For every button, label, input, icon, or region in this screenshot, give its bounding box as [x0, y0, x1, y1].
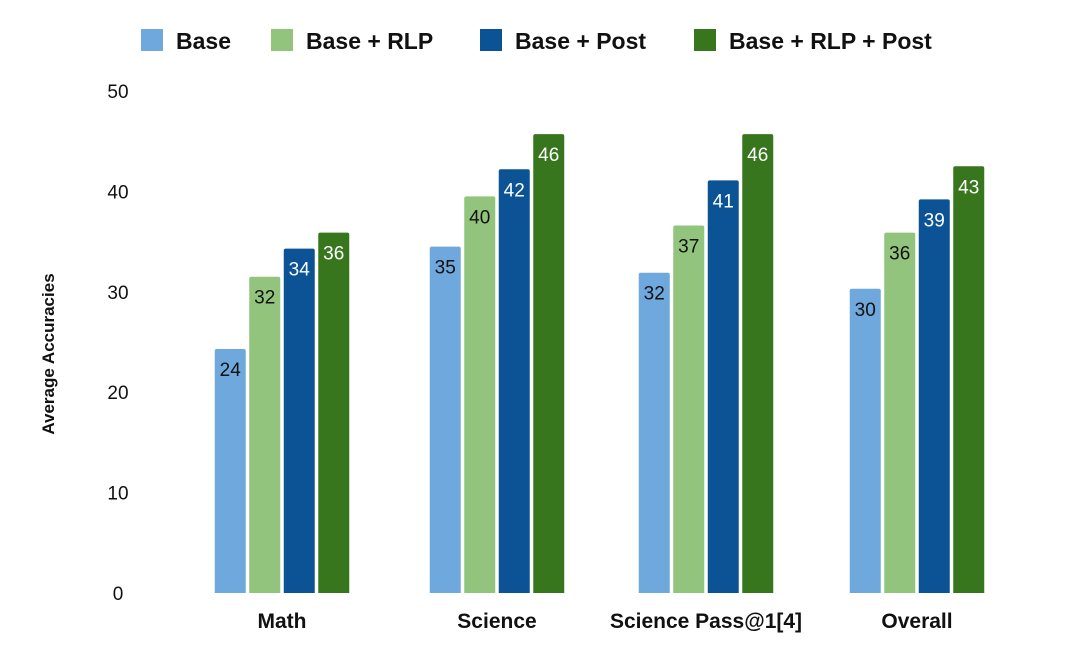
- data-label-overall-base: 30: [855, 300, 876, 321]
- legend-item-base-rlp: Base + RLP: [271, 28, 433, 54]
- data-label-science-pass-1-4-base-post: 41: [713, 191, 734, 212]
- bar-science-base-post: [498, 169, 530, 593]
- legend-swatch-base-rlp-post: [694, 29, 716, 51]
- data-label-science-pass-1-4-base-rlp: 37: [678, 237, 699, 258]
- bar-science-pass-1-4-base-post: [707, 180, 739, 593]
- bar-group-science: 35 40 42 46: [429, 134, 565, 594]
- bar-math-base-rlp: [249, 276, 281, 593]
- x-tick-label-science-pass-1-4: Science Pass@1[4]: [610, 610, 802, 633]
- legend-item-base: Base: [141, 28, 231, 54]
- bar-math-base: [214, 349, 246, 593]
- y-axis-title: Average Accuracies: [39, 273, 58, 434]
- bar-overall-base-post: [918, 199, 950, 593]
- y-tick-label-50: 50: [107, 82, 128, 103]
- data-label-science-base: 35: [435, 258, 456, 279]
- x-tick-label-overall: Overall: [881, 610, 952, 633]
- legend-label-base-rlp-post: Base + RLP + Post: [729, 28, 932, 54]
- bar-overall-base-rlp-post: [953, 166, 985, 594]
- y-tick-label-30: 30: [107, 283, 128, 304]
- bar-science-pass-1-4-base-rlp: [673, 225, 705, 593]
- data-label-math-base-post: 34: [289, 260, 311, 281]
- x-tick-label-math: Math: [258, 610, 307, 633]
- bar-science-base-rlp-post: [533, 134, 565, 593]
- bar-group-science-pass-1-4: 32 37 41 46: [638, 134, 774, 593]
- chart-legend: Base Base + RLP Base + Post Base + RLP + Po…: [141, 28, 932, 54]
- data-label-science-base-rlp: 40: [469, 207, 490, 228]
- legend-item-base-rlp-post: Base + RLP + Post: [694, 28, 932, 54]
- data-label-math-base: 24: [220, 360, 242, 381]
- y-axis-ticks: 0 10 20 30 40 50: [107, 82, 128, 605]
- x-tick-label-science: Science: [457, 610, 536, 633]
- y-tick-label-40: 40: [107, 182, 128, 203]
- bar-science-pass-1-4-base-rlp-post: [742, 134, 774, 593]
- y-tick-label-10: 10: [107, 484, 128, 505]
- bar-groups: 24 32 34 36 35 40 42 46 32 37 41 46 30 36 39 43: [214, 134, 985, 594]
- data-label-overall-base-rlp: 36: [889, 244, 910, 265]
- legend-item-base-post: Base + Post: [480, 28, 646, 54]
- data-label-overall-base-rlp-post: 43: [958, 177, 979, 198]
- legend-label-base: Base: [176, 28, 231, 54]
- x-axis-category-labels: Math Science Science Pass@1[4] Overall: [258, 610, 953, 633]
- bar-group-overall: 30 36 39 43: [849, 166, 985, 594]
- data-label-science-base-post: 42: [504, 180, 525, 201]
- legend-swatch-base: [141, 29, 163, 51]
- y-tick-label-20: 20: [107, 383, 128, 404]
- bar-overall-base: [849, 288, 881, 593]
- bar-science-base-rlp: [464, 196, 496, 594]
- data-label-science-pass-1-4-base: 32: [644, 284, 665, 305]
- data-label-overall-base-post: 39: [924, 210, 945, 231]
- y-tick-label-0: 0: [113, 584, 124, 605]
- bar-science-base: [429, 246, 461, 593]
- bar-group-math: 24 32 34 36: [214, 232, 350, 594]
- bar-math-base-post: [283, 248, 315, 594]
- data-label-science-pass-1-4-base-rlp-post: 46: [747, 145, 768, 166]
- legend-swatch-base-post: [480, 29, 502, 51]
- legend-swatch-base-rlp: [271, 29, 293, 51]
- bar-science-pass-1-4-base: [638, 272, 670, 593]
- legend-label-base-rlp: Base + RLP: [306, 28, 433, 54]
- data-label-math-base-rlp: 32: [254, 288, 275, 309]
- legend-label-base-post: Base + Post: [515, 28, 646, 54]
- bar-overall-base-rlp: [884, 232, 916, 593]
- bar-math-base-rlp-post: [318, 232, 350, 593]
- data-label-science-base-rlp-post: 46: [538, 145, 559, 166]
- data-label-math-base-rlp-post: 36: [323, 244, 344, 265]
